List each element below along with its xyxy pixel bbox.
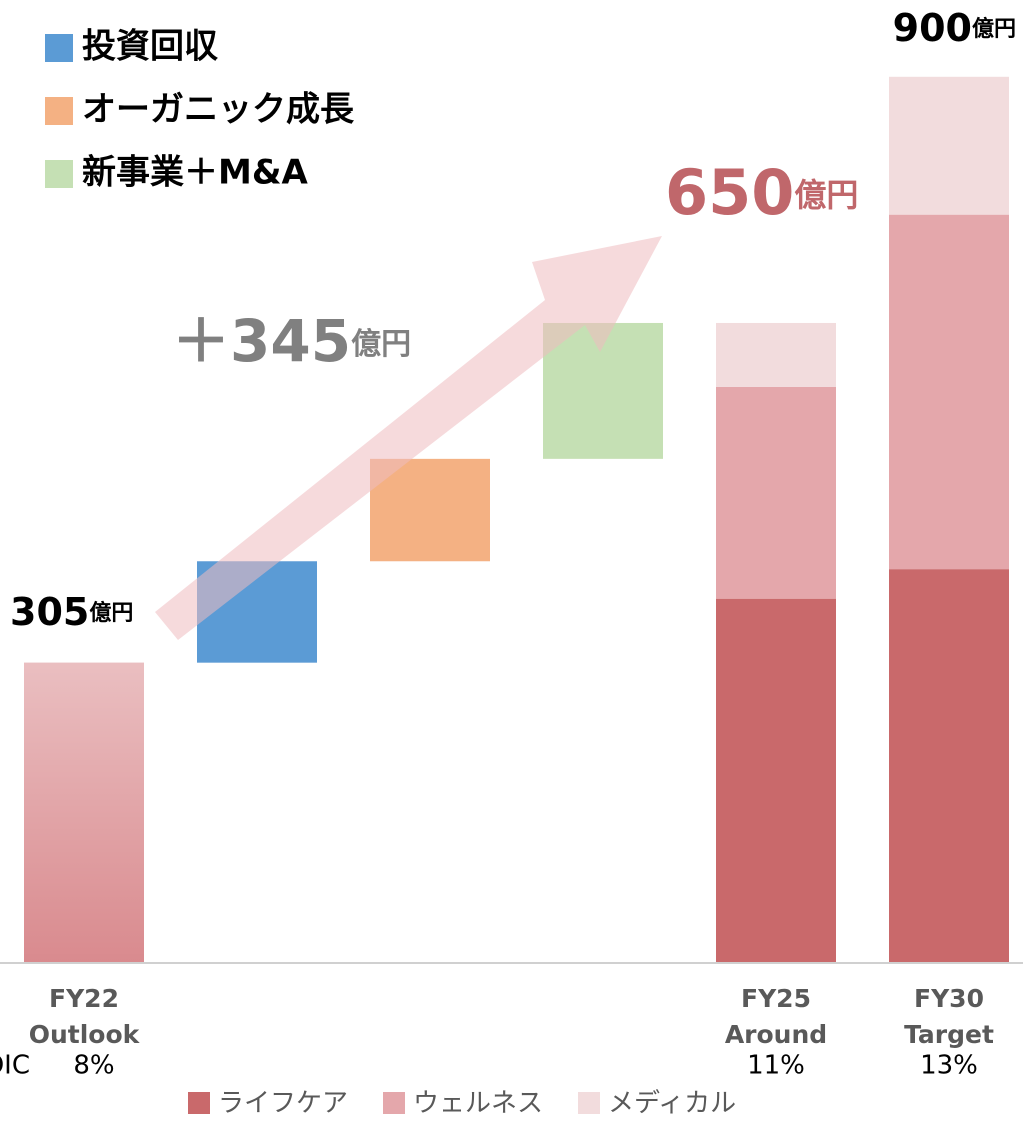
- legend-swatch: [45, 160, 73, 188]
- legend-label: メディカル: [608, 1089, 736, 1119]
- legend-swatch: [45, 34, 73, 62]
- roic-value: 8%: [73, 1051, 114, 1081]
- stack-bar: [889, 76, 1009, 215]
- stack-bar: [716, 386, 836, 599]
- bar-sheen: [24, 662, 144, 963]
- roic-value: 13%: [920, 1051, 978, 1081]
- legend-swatch: [45, 97, 73, 125]
- roic-label: ROIC: [0, 1051, 30, 1081]
- stack-bar: [889, 569, 1009, 963]
- legend-label: 投資回収: [82, 27, 218, 67]
- stack-bar: [889, 214, 1009, 570]
- total-label: 650億円: [665, 156, 858, 229]
- stack-bar: [716, 598, 836, 963]
- total-label: 305億円: [10, 590, 133, 634]
- legend-swatch: [578, 1092, 600, 1114]
- x-tick-label: FY25 Around: [725, 984, 827, 1049]
- legend-label: オーガニック成長: [82, 90, 355, 130]
- growth-arrow: [155, 236, 662, 640]
- roic-value: 11%: [747, 1051, 805, 1081]
- legend-label: ウェルネス: [413, 1089, 543, 1119]
- x-tick-label: FY22 Outlook: [29, 984, 141, 1049]
- increase-label: ＋345億円: [172, 307, 411, 375]
- stack-bar: [716, 322, 836, 387]
- x-tick-label: FY30 Target: [904, 984, 994, 1049]
- legend-swatch: [383, 1092, 405, 1114]
- legend-label: 新事業＋M&A: [82, 153, 308, 193]
- total-label: 900億円: [893, 6, 1016, 50]
- legend-swatch: [188, 1092, 210, 1114]
- legend-label: ライフケア: [218, 1089, 348, 1119]
